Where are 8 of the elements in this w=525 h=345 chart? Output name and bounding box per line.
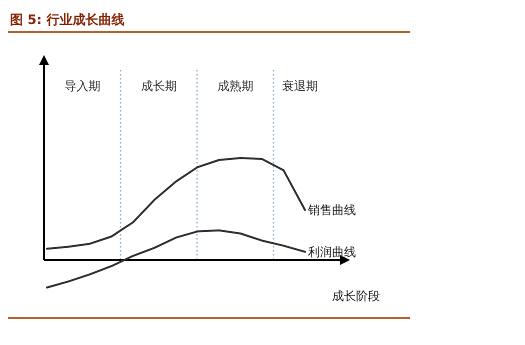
text: 成长期 — [140, 79, 177, 93]
text: 衰退期 — [282, 79, 318, 93]
chart-title: 图 5: 行业成长曲线 — [10, 13, 124, 28]
text: 导入期 — [64, 79, 100, 93]
series-label: 利润曲线 — [308, 244, 356, 259]
series-label: 销售曲线 — [307, 203, 356, 218]
x-axis-title: 成长阶段 — [332, 289, 380, 303]
text: 成熟期 — [217, 79, 254, 93]
